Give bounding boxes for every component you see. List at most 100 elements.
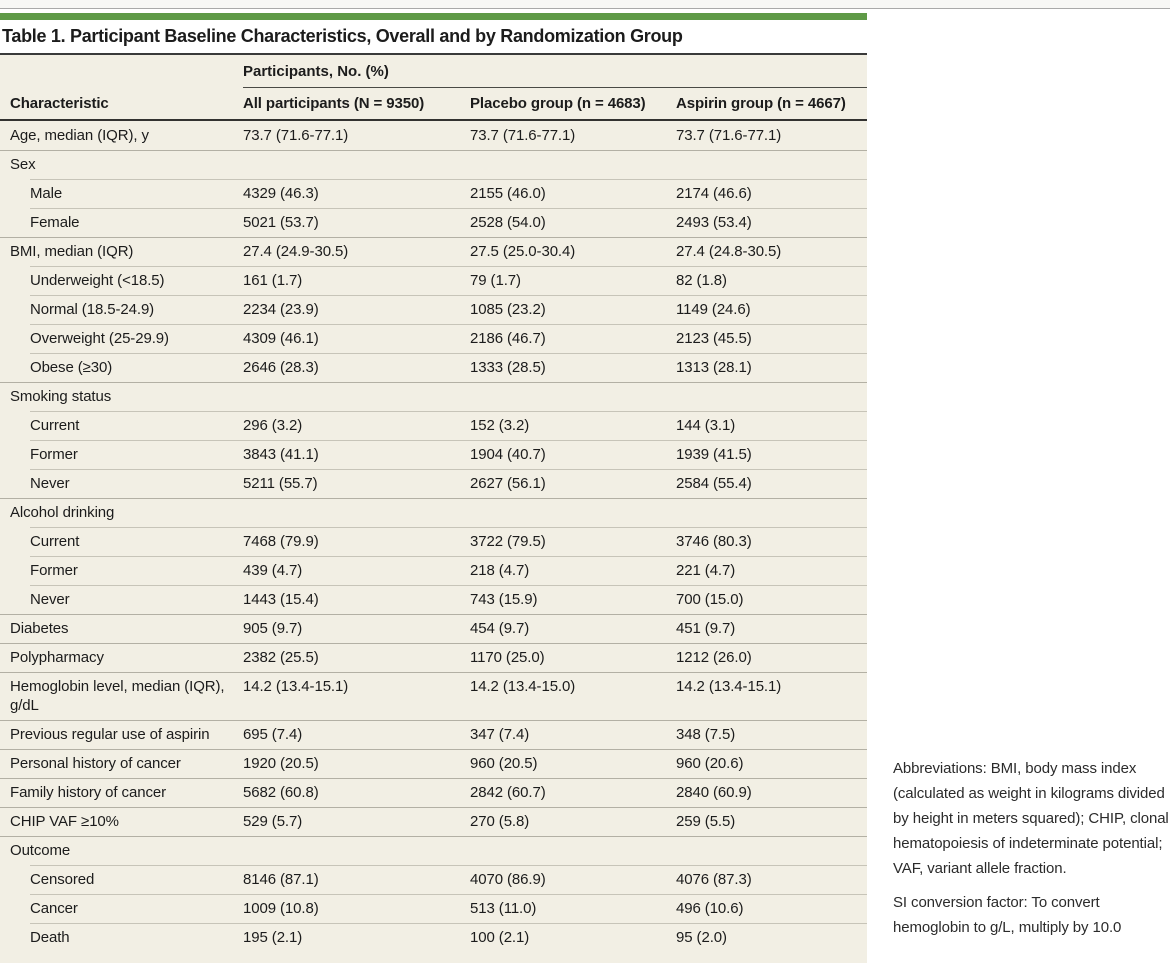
row-value: 2155 (46.0) xyxy=(470,185,546,202)
green-accent-bar xyxy=(0,13,867,20)
row-value: 218 (4.7) xyxy=(470,562,530,579)
footnote-si-conversion: SI conversion factor: To convert hemoglo… xyxy=(893,894,1122,936)
row-value: 95 (2.0) xyxy=(676,929,727,946)
row-label: Never xyxy=(30,591,70,608)
row-value: 73.7 (71.6-77.1) xyxy=(676,127,782,144)
row-value: 439 (4.7) xyxy=(243,562,303,579)
row-value: 960 (20.6) xyxy=(676,755,744,772)
row-label: Outcome xyxy=(10,842,71,859)
row-value: 14.2 (13.4-15.1) xyxy=(243,678,349,695)
table-row: Overweight (25-29.9) 4309 (46.1) 2186 (46.… xyxy=(0,324,867,353)
row-value: 1170 (25.0) xyxy=(470,649,545,666)
table-row: Female 5021 (53.7) 2528 (54.0) 2493 (53.4) xyxy=(0,208,867,237)
table-row: Previous regular use of aspirin 695 (7.4)… xyxy=(0,720,867,749)
row-value: 1313 (28.1) xyxy=(676,359,752,376)
row-value: 5021 (53.7) xyxy=(243,214,319,231)
row-label: Former xyxy=(30,562,78,579)
baseline-characteristics-table: Participants, No. (%) Characteristic All… xyxy=(0,55,867,963)
row-value: 3722 (79.5) xyxy=(470,533,546,550)
table-row: Age, median (IQR), y 73.7 (71.6-77.1) 73.7… xyxy=(0,121,867,150)
row-value: 27.4 (24.8-30.5) xyxy=(676,243,782,260)
row-label: Polypharmacy xyxy=(10,649,104,666)
row-label: Personal history of cancer xyxy=(10,755,181,772)
row-label: Family history of cancer xyxy=(10,784,166,801)
row-value: 73.7 (71.6-77.1) xyxy=(470,127,576,144)
row-value: 27.4 (24.9-30.5) xyxy=(243,243,349,260)
column-header-characteristic: Characteristic xyxy=(10,95,109,112)
table-row: Personal history of cancer 1920 (20.5) 960… xyxy=(0,749,867,778)
table-footnotes: Abbreviations: BMI, body mass index (cal… xyxy=(893,756,1169,940)
row-value: 73.7 (71.6-77.1) xyxy=(243,127,349,144)
row-value: 221 (4.7) xyxy=(676,562,736,579)
row-value: 1085 (23.2) xyxy=(470,301,546,318)
table-title: Table 1. Participant Baseline Characteri… xyxy=(0,20,867,55)
row-value: 5211 (55.7) xyxy=(243,475,318,492)
row-label: Underweight (<18.5) xyxy=(30,272,165,289)
row-value: 905 (9.7) xyxy=(243,620,303,637)
table-row: Polypharmacy 2382 (25.5) 1170 (25.0) 1212 (… xyxy=(0,643,867,672)
row-value: 144 (3.1) xyxy=(676,417,736,434)
row-label: Censored xyxy=(30,871,95,888)
row-label: CHIP VAF ≥10% xyxy=(10,813,119,830)
row-value: 2123 (45.5) xyxy=(676,330,752,347)
row-value: 529 (5.7) xyxy=(243,813,303,830)
table-row: Normal (18.5-24.9) 2234 (23.9) 1085 (23.2)… xyxy=(0,295,867,324)
row-value: 296 (3.2) xyxy=(243,417,303,434)
row-label: Smoking status xyxy=(10,388,112,405)
row-value: 1009 (10.8) xyxy=(243,900,319,917)
table-row: Hemoglobin level, median (IQR), g/dL 14.2… xyxy=(0,672,867,720)
row-value: 270 (5.8) xyxy=(470,813,530,830)
row-value: 14.2 (13.4-15.1) xyxy=(676,678,782,695)
spanner-header-row: Participants, No. (%) xyxy=(0,55,867,88)
row-value: 2627 (56.1) xyxy=(470,475,546,492)
row-value: 4309 (46.1) xyxy=(243,330,319,347)
row-value: 2174 (46.6) xyxy=(676,185,752,202)
page-top-divider xyxy=(0,0,1170,9)
row-value: 451 (9.7) xyxy=(676,620,736,637)
row-value: 27.5 (25.0-30.4) xyxy=(470,243,576,260)
row-value: 2186 (46.7) xyxy=(470,330,546,347)
table-row: Former 3843 (41.1) 1904 (40.7) 1939 (41.5) xyxy=(0,440,867,469)
table-row: CHIP VAF ≥10% 529 (5.7) 270 (5.8) 259 (5.5) xyxy=(0,807,867,836)
row-value: 2493 (53.4) xyxy=(676,214,752,231)
row-label: Sex xyxy=(10,156,36,173)
row-value: 3843 (41.1) xyxy=(243,446,319,463)
table-row: Male 4329 (46.3) 2155 (46.0) 2174 (46.6) xyxy=(0,179,867,208)
row-value: 1333 (28.5) xyxy=(470,359,546,376)
column-header-placebo-group: Placebo group (n = 4683) xyxy=(470,95,646,112)
row-value: 2646 (28.3) xyxy=(243,359,319,376)
table-row: Diabetes 905 (9.7) 454 (9.7) 451 (9.7) xyxy=(0,614,867,643)
row-label: Current xyxy=(30,417,80,434)
table-row: Never 5211 (55.7) 2627 (56.1) 2584 (55.4) xyxy=(0,469,867,498)
row-label: Current xyxy=(30,533,80,550)
row-value: 2234 (23.9) xyxy=(243,301,319,318)
row-value: 100 (2.1) xyxy=(470,929,530,946)
table-row: Current 7468 (79.9) 3722 (79.5) 3746 (80.3) xyxy=(0,527,867,556)
row-value: 1920 (20.5) xyxy=(243,755,319,772)
table-row: Censored 8146 (87.1) 4070 (86.9) 4076 (87.3… xyxy=(0,865,867,894)
table-section-row: Smoking status xyxy=(0,382,867,411)
row-value: 347 (7.4) xyxy=(470,726,530,743)
table-section-row: Sex xyxy=(0,150,867,179)
table-row: Family history of cancer 5682 (60.8) 2842 … xyxy=(0,778,867,807)
column-header-aspirin-group: Aspirin group (n = 4667) xyxy=(676,95,846,112)
row-value: 161 (1.7) xyxy=(243,272,303,289)
table-row: Cancer 1009 (10.8) 513 (11.0) 496 (10.6) xyxy=(0,894,867,923)
table-figure: Table 1. Participant Baseline Characteri… xyxy=(0,13,867,963)
column-header-all-participants: All participants (N = 9350) xyxy=(243,95,425,112)
row-value: 1149 (24.6) xyxy=(676,301,751,318)
row-value: 82 (1.8) xyxy=(676,272,727,289)
row-value: 1904 (40.7) xyxy=(470,446,546,463)
row-label: Never xyxy=(30,475,70,492)
row-label: Obese (≥30) xyxy=(30,359,113,376)
table-row: Death 195 (2.1) 100 (2.1) 95 (2.0) xyxy=(0,923,867,952)
row-value: 259 (5.5) xyxy=(676,813,736,830)
row-value: 743 (15.9) xyxy=(470,591,538,608)
table-row: Obese (≥30) 2646 (28.3) 1333 (28.5) 1313 (2… xyxy=(0,353,867,382)
row-value: 695 (7.4) xyxy=(243,726,303,743)
row-value: 1939 (41.5) xyxy=(676,446,752,463)
row-value: 5682 (60.8) xyxy=(243,784,319,801)
row-value: 8146 (87.1) xyxy=(243,871,319,888)
row-value: 700 (15.0) xyxy=(676,591,744,608)
